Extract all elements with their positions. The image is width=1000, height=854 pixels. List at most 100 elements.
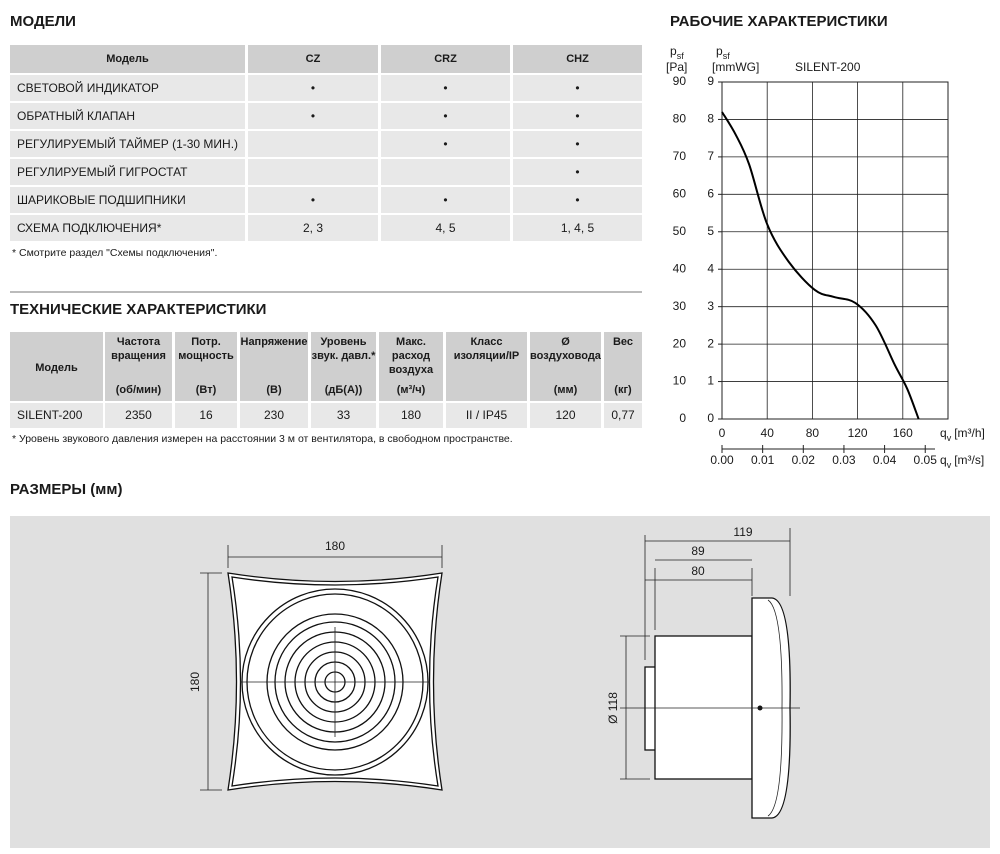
table-cell: [513, 131, 642, 157]
cell-text: 0,77: [611, 408, 635, 422]
y2-tick-label: 7: [707, 149, 714, 163]
header-text: воздуховода: [530, 350, 602, 362]
y-tick-label: 0: [679, 411, 686, 425]
table-cell: [248, 131, 378, 157]
table-cell: [513, 75, 642, 101]
header-text: CRZ: [434, 53, 457, 65]
header-unit: (мм): [554, 384, 578, 396]
cell-text: •: [311, 81, 315, 95]
y2-tick-label: 6: [707, 187, 714, 201]
table-cell: [248, 159, 378, 185]
table-cell: [381, 159, 510, 185]
section-title: МОДЕЛИ: [10, 13, 76, 30]
header-text: Модель: [35, 362, 78, 374]
table-cell: [381, 103, 510, 129]
axis-label: qv [m³/s]: [940, 453, 984, 470]
axis-label-part: q: [940, 453, 947, 467]
cell-text: •: [443, 109, 447, 123]
cell-text: ШАРИКОВЫЕ ПОДШИПНИКИ: [17, 193, 186, 207]
y-tick-label: 20: [673, 336, 687, 350]
table-cell: [248, 103, 378, 129]
y2-tick-label: 1: [707, 374, 714, 388]
table-cell: [10, 75, 245, 101]
x2-tick-label: 0.04: [873, 453, 897, 467]
header-unit: (Вт): [196, 384, 217, 396]
header-cell: [10, 45, 245, 73]
axis-label: psf: [716, 44, 730, 61]
cell-text: •: [311, 109, 315, 123]
drawing-panel: [10, 516, 990, 848]
header-text: вращения: [111, 350, 166, 362]
x2-tick-label: 0.02: [792, 453, 816, 467]
axis-label: [Pa]: [666, 60, 687, 74]
header-unit: (м³/ч): [397, 384, 426, 396]
axis-label-part: p: [670, 44, 677, 58]
x-tick-label: 80: [806, 426, 820, 440]
table-cell: [10, 187, 245, 213]
table-cell: [248, 215, 378, 241]
header-cell: [240, 332, 308, 401]
table-cell: [530, 403, 601, 428]
footnote: * Смотрите раздел "Схемы подключения".: [12, 247, 217, 259]
table-cell: [381, 75, 510, 101]
cell-text: РЕГУЛИРУЕМЫЙ ГИГРОСТАТ: [17, 164, 188, 179]
header-cell: [379, 332, 443, 401]
y2-tick-label: 8: [707, 112, 714, 126]
header-unit: (В): [266, 384, 282, 396]
x2-tick-label: 0.00: [710, 453, 734, 467]
y-tick-label: 60: [673, 187, 687, 201]
cell-text: 2350: [125, 408, 152, 422]
table-cell: [379, 403, 443, 428]
y2-tick-label: 4: [707, 261, 714, 275]
side-dimensions: [620, 528, 791, 780]
header-text: CHZ: [566, 53, 589, 65]
x2-tick-label: 0.03: [832, 453, 856, 467]
dimension-label: 180: [188, 672, 202, 692]
cell-text: II / IP45: [466, 408, 508, 422]
front-view: [227, 572, 443, 791]
header-text: Уровень: [320, 336, 366, 348]
front-dimensions: [200, 545, 443, 791]
table-cell: [240, 403, 308, 428]
header-text: мощность: [178, 350, 234, 362]
dimension-label: 180: [325, 539, 345, 553]
cell-text: ОБРАТНЫЙ КЛАПАН: [17, 108, 135, 123]
cell-text: 230: [264, 408, 284, 422]
table-cell: [10, 159, 245, 185]
header-text: звук. давл.*: [312, 350, 376, 362]
x-tick-label: 160: [893, 426, 913, 440]
header-unit: (об/мин): [116, 384, 162, 396]
cell-text: •: [575, 193, 579, 207]
table-cell: [248, 187, 378, 213]
axis-label-part: sf: [723, 51, 731, 61]
axis-label: [mmWG]: [712, 60, 759, 74]
axis-label-part: [m³/s]: [954, 453, 984, 467]
table-cell: [513, 187, 642, 213]
header-cell: [175, 332, 237, 401]
header-text: Модель: [106, 53, 149, 65]
cell-text: •: [443, 81, 447, 95]
header-cell: [311, 332, 376, 401]
table-cell: [513, 103, 642, 129]
axis-label-part: p: [716, 44, 723, 58]
table-cell: [604, 403, 642, 428]
header-text: Вес: [613, 336, 633, 348]
cell-text: •: [443, 137, 447, 151]
series-label: SILENT-200: [795, 60, 861, 74]
table-cell: [10, 403, 103, 428]
axis-label: psf: [670, 44, 684, 61]
header-text: изоляции/IP: [454, 350, 520, 362]
y-tick-label: 40: [673, 261, 687, 275]
axis-label-part: [m³/h]: [954, 426, 985, 440]
axis-label-part: v: [947, 460, 952, 470]
header-cell: [10, 332, 103, 401]
header-text: Класс: [470, 336, 502, 348]
cell-text: •: [575, 137, 579, 151]
header-cell: [381, 45, 510, 73]
cell-text: SILENT-200: [17, 408, 83, 422]
y-tick-label: 10: [673, 374, 687, 388]
y-tick-label: 30: [673, 299, 687, 313]
y2-tick-label: 2: [707, 336, 714, 350]
header-cell: [446, 332, 527, 401]
table-cell: [513, 215, 642, 241]
